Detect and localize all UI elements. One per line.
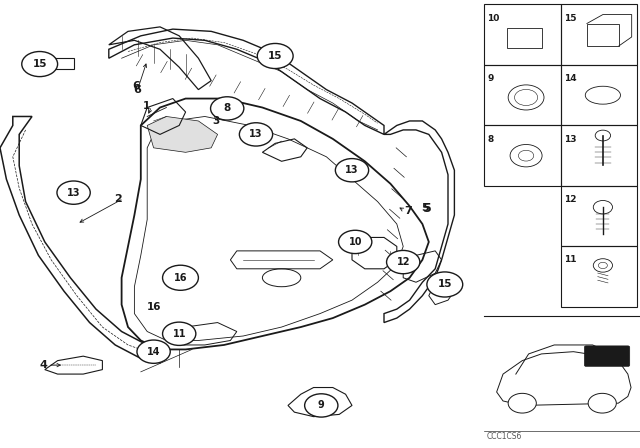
Circle shape	[427, 272, 463, 297]
Text: 13: 13	[67, 188, 81, 198]
Text: 13: 13	[345, 165, 359, 175]
Bar	[561, 246, 637, 307]
Text: 15: 15	[33, 59, 47, 69]
Text: 15: 15	[438, 280, 452, 289]
Circle shape	[508, 393, 536, 413]
Circle shape	[57, 181, 90, 204]
Bar	[484, 65, 561, 125]
Text: 8: 8	[223, 103, 231, 113]
Text: 5: 5	[423, 202, 432, 215]
Bar	[561, 125, 637, 186]
Text: 16: 16	[173, 273, 188, 283]
Text: 16: 16	[147, 302, 161, 312]
Text: CCC1CS6: CCC1CS6	[487, 432, 522, 441]
Text: 15: 15	[268, 51, 282, 61]
Text: 1: 1	[143, 101, 150, 111]
Circle shape	[239, 123, 273, 146]
Text: 4: 4	[40, 360, 47, 370]
Text: 15: 15	[564, 13, 577, 22]
Text: 9: 9	[318, 401, 324, 410]
Polygon shape	[147, 116, 218, 152]
Text: 14: 14	[564, 74, 577, 83]
Text: 2: 2	[115, 194, 122, 204]
Circle shape	[163, 322, 196, 345]
Text: 12: 12	[396, 257, 410, 267]
FancyBboxPatch shape	[584, 346, 630, 366]
Circle shape	[137, 340, 170, 363]
Bar	[561, 4, 637, 65]
Text: 3: 3	[212, 116, 220, 126]
Text: 14: 14	[147, 347, 161, 357]
Text: 10: 10	[348, 237, 362, 247]
Circle shape	[163, 265, 198, 290]
Text: 6: 6	[134, 85, 141, 95]
Circle shape	[339, 230, 372, 254]
Text: 8: 8	[487, 134, 493, 143]
Text: 9: 9	[487, 74, 493, 83]
Circle shape	[588, 393, 616, 413]
Bar	[507, 28, 542, 48]
Bar	[484, 125, 561, 186]
Text: 5: 5	[421, 203, 429, 213]
Text: 11: 11	[172, 329, 186, 339]
Text: 12: 12	[564, 195, 577, 204]
Circle shape	[387, 250, 420, 274]
Circle shape	[335, 159, 369, 182]
Text: 6: 6	[132, 82, 140, 91]
Circle shape	[22, 52, 58, 77]
Circle shape	[305, 394, 338, 417]
Bar	[561, 186, 637, 246]
Text: 11: 11	[564, 255, 577, 264]
Text: 13: 13	[249, 129, 263, 139]
Text: 10: 10	[487, 13, 499, 22]
Bar	[561, 65, 637, 125]
Circle shape	[257, 43, 293, 69]
Bar	[484, 4, 561, 65]
Text: 13: 13	[564, 134, 577, 143]
Circle shape	[211, 97, 244, 120]
Text: 7: 7	[404, 206, 412, 215]
